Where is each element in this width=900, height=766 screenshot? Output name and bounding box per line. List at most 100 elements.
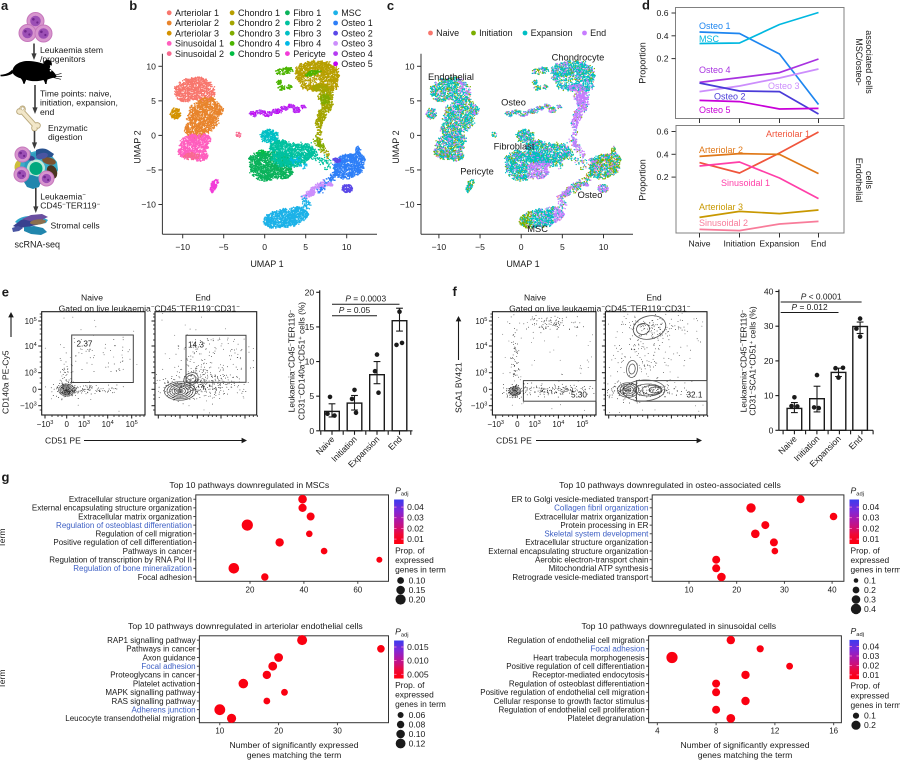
svg-text:Focal adhesion: Focal adhesion	[141, 662, 195, 671]
svg-text:Regulation of endothelial cell: Regulation of endothelial cell migration	[507, 636, 644, 645]
svg-text:Arteriolar 1: Arteriolar 1	[175, 8, 219, 18]
svg-text:5: 5	[303, 242, 308, 252]
svg-text:Initiation: Initiation	[479, 28, 513, 38]
svg-text:Osteo 5: Osteo 5	[699, 105, 731, 115]
svg-text:CD140a PE-Cy5: CD140a PE-Cy5	[1, 350, 11, 414]
svg-text:30: 30	[333, 727, 342, 736]
svg-text:0: 0	[64, 420, 69, 429]
svg-text:Term: Term	[0, 528, 7, 547]
svg-text:Regulation of cell migration: Regulation of cell migration	[96, 530, 193, 539]
svg-text:Naive: Naive	[524, 293, 546, 303]
svg-text:0.4: 0.4	[864, 604, 876, 614]
svg-text:Collagen fibril organization: Collagen fibril organization	[554, 504, 648, 513]
svg-text:Platelet activation: Platelet activation	[133, 679, 196, 688]
svg-text:Cellular response to growth fa: Cellular response to growth factor stimu…	[494, 697, 645, 706]
svg-text:30: 30	[780, 585, 789, 594]
svg-text:Chondro 1: Chondro 1	[238, 8, 280, 18]
svg-text:0.4: 0.4	[657, 31, 669, 41]
svg-text:MSC: MSC	[527, 224, 548, 234]
svg-text:End: End	[811, 239, 827, 249]
svg-text:0: 0	[410, 130, 415, 140]
svg-text:20: 20	[732, 585, 741, 594]
svg-text:Extracellular structure organi: Extracellular structure organization	[69, 495, 192, 504]
svg-text:RAP1 signalling pathway: RAP1 signalling pathway	[107, 636, 196, 645]
svg-text:UMAP 1: UMAP 1	[250, 259, 283, 269]
svg-text:External encapsulating structu: External encapsulating structure organiz…	[488, 547, 648, 556]
svg-text:RAS signalling pathway: RAS signalling pathway	[112, 697, 196, 706]
svg-text:10: 10	[685, 585, 694, 594]
svg-text:genes in term: genes in term	[395, 565, 446, 575]
svg-text:Naive: Naive	[689, 239, 711, 249]
svg-text:0.2: 0.2	[657, 54, 669, 64]
svg-text:Naive: Naive	[81, 293, 103, 303]
svg-text:60: 60	[353, 585, 362, 594]
svg-text:expressed: expressed	[851, 690, 890, 700]
svg-text:0.01: 0.01	[863, 670, 880, 680]
svg-text:MSC: MSC	[341, 8, 362, 18]
svg-text:−5: −5	[146, 165, 156, 175]
svg-text:P < 0.0001: P < 0.0001	[801, 292, 842, 302]
svg-text:5: 5	[151, 96, 156, 106]
svg-text:Number of significantly expres: Number of significantly expressed	[230, 740, 359, 750]
svg-text:Focal adhesion: Focal adhesion	[138, 573, 192, 582]
svg-text:20: 20	[764, 356, 774, 366]
svg-text:0.02: 0.02	[407, 523, 424, 533]
svg-text:20: 20	[246, 585, 255, 594]
svg-text:expressed: expressed	[395, 555, 434, 565]
svg-text:Prop. of: Prop. of	[395, 680, 425, 690]
svg-text:−10: −10	[141, 200, 156, 210]
svg-text:Chondro 5: Chondro 5	[238, 49, 280, 59]
svg-text:20: 20	[274, 727, 283, 736]
svg-text:0.2: 0.2	[864, 720, 876, 730]
svg-text:genes matching the term: genes matching the term	[698, 750, 793, 760]
svg-text:40: 40	[299, 585, 308, 594]
svg-text:0: 0	[151, 130, 156, 140]
svg-text:0.15: 0.15	[409, 585, 426, 595]
svg-text:Sinusoidal 2: Sinusoidal 2	[699, 218, 748, 228]
svg-text:12: 12	[770, 727, 779, 736]
svg-text:End: End	[195, 293, 211, 303]
svg-text:b: b	[129, 0, 137, 13]
svg-text:Pericyte: Pericyte	[293, 49, 326, 59]
svg-text:Osteo 5: Osteo 5	[341, 59, 373, 69]
svg-text:Chondro 4: Chondro 4	[238, 39, 280, 49]
svg-text:Prop. of: Prop. of	[851, 546, 881, 556]
svg-text:Initiation: Initiation	[723, 239, 755, 249]
svg-text:c: c	[387, 0, 394, 13]
svg-text:20: 20	[305, 287, 315, 297]
svg-text:0.6: 0.6	[657, 8, 669, 18]
svg-text:UMAP 1: UMAP 1	[506, 259, 539, 269]
svg-text:Osteo 4: Osteo 4	[699, 65, 731, 75]
svg-text:Positive regulation of endothe: Positive regulation of endothelial cell …	[480, 688, 645, 697]
svg-text:UMAP 2: UMAP 2	[391, 130, 401, 163]
svg-text:Top 10 pathways downregulated: Top 10 pathways downregulated in MSCs	[169, 480, 329, 490]
svg-text:Proportion: Proportion	[638, 42, 648, 84]
svg-text:MSC: MSC	[699, 34, 720, 44]
svg-text:0.2: 0.2	[657, 172, 669, 182]
svg-text:CD45−​TER119−​: CD45−​TER119−​	[40, 201, 100, 211]
svg-text:10: 10	[764, 391, 774, 401]
svg-text:0.01: 0.01	[407, 534, 424, 544]
svg-text:expressed: expressed	[851, 555, 890, 565]
svg-text:Extracellular matrix organizat: Extracellular matrix organization	[78, 512, 192, 521]
svg-text:Extracellular structure organi: Extracellular structure organization	[525, 538, 648, 547]
svg-text:−10: −10	[400, 200, 415, 210]
svg-text:Skeletal system development: Skeletal system development	[544, 530, 649, 539]
svg-text:associated cells: associated cells	[864, 30, 874, 94]
svg-text:10: 10	[599, 242, 609, 252]
svg-text:5: 5	[560, 242, 565, 252]
svg-text:0.2: 0.2	[864, 585, 876, 595]
svg-text:0.015: 0.015	[407, 642, 429, 652]
svg-text:0.04: 0.04	[407, 502, 424, 512]
svg-text:Sinusoidal 1: Sinusoidal 1	[175, 39, 224, 49]
svg-text:End: End	[646, 293, 662, 303]
svg-text:Regulation of osteoblast diffe: Regulation of osteoblast differentiation	[56, 521, 192, 530]
svg-text:0.1: 0.1	[864, 576, 876, 586]
svg-text:Fibro 1: Fibro 1	[293, 8, 321, 18]
svg-text:External encapsulating structu: External encapsulating structure organiz…	[32, 504, 192, 513]
svg-text:−5: −5	[405, 165, 415, 175]
svg-text:0: 0	[769, 425, 774, 435]
svg-text:0.04: 0.04	[863, 502, 880, 512]
svg-text:Arteriolar 3: Arteriolar 3	[699, 202, 743, 212]
svg-text:Positive regulation of cell di: Positive regulation of cell differentiat…	[506, 662, 645, 671]
